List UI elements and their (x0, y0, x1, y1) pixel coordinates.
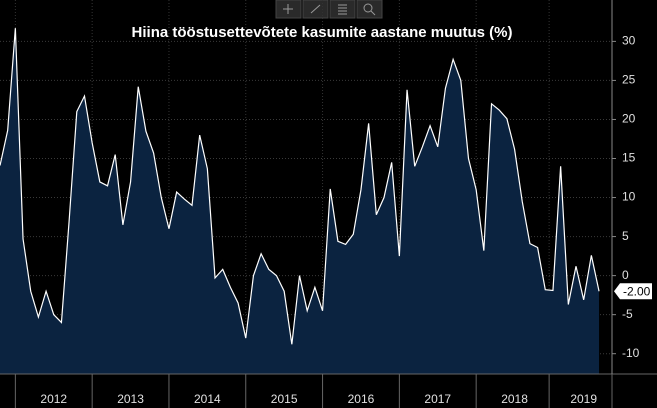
x-tick-label: 2014 (194, 392, 221, 406)
value-label: -2.00 (623, 284, 651, 298)
y-tick-label: 10 (622, 190, 636, 204)
y-tick-label: -5 (622, 307, 633, 321)
y-tick-label: 0 (622, 268, 629, 282)
icon (338, 4, 347, 15)
plot (0, 0, 613, 375)
value-tag (614, 283, 652, 300)
y-tick-label: 5 (622, 229, 629, 243)
tool-zoom[interactable] (356, 0, 383, 19)
x-tick-label: 2019 (570, 392, 597, 406)
y-tick-label: 20 (622, 112, 636, 126)
x-tick-label: 2018 (501, 392, 528, 406)
x-tick-label: 2012 (40, 392, 67, 406)
line (0, 28, 600, 345)
y-tick-label: -10 (622, 346, 640, 360)
area (0, 28, 600, 375)
x-tick-label: 2016 (348, 392, 375, 406)
tool-table[interactable] (329, 0, 356, 19)
chart-title: Hiina tööstusettevõtete kasumite aastane… (132, 24, 513, 41)
icon (283, 4, 293, 14)
y-tick-label: 25 (622, 73, 636, 87)
icon (370, 10, 376, 16)
x-tick-label: 2013 (117, 392, 144, 406)
icon (310, 4, 321, 14)
toolbar (275, 0, 383, 19)
y-tick-label: 30 (622, 34, 636, 48)
x-tick-label: 2017 (424, 392, 451, 406)
y-tick-label: 15 (622, 151, 636, 165)
icon (363, 3, 373, 13)
x-tick-label: 2015 (271, 392, 298, 406)
